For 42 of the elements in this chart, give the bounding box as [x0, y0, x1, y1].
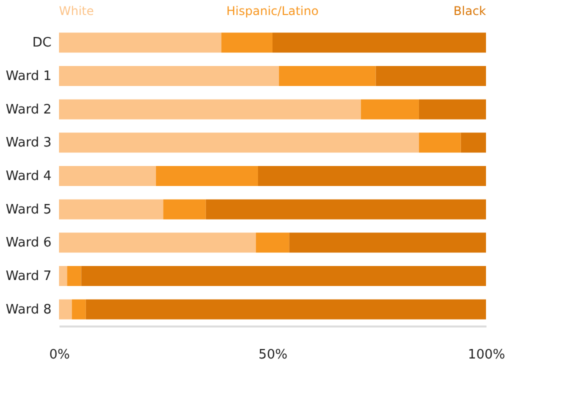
bar: [376, 66, 486, 86]
bar: [460, 132, 486, 153]
bar: [59, 32, 222, 53]
bar: [59, 132, 419, 153]
y-tick-label: DC: [32, 36, 52, 51]
bar: [272, 32, 486, 53]
y-tick-label: Ward 3: [6, 136, 52, 151]
bar: [163, 199, 206, 220]
bar: [72, 299, 86, 320]
bar: [206, 199, 486, 220]
x-tick-label: 100%: [468, 348, 506, 362]
y-tick-label: Ward 1: [6, 69, 52, 84]
bar: [59, 232, 256, 253]
y-tick-label: Ward 8: [6, 302, 52, 318]
bar: [258, 166, 486, 186]
bar: [59, 99, 361, 120]
bar: [418, 99, 486, 120]
y-tick-label: Ward 6: [6, 236, 52, 251]
y-tick-label: Ward 5: [6, 202, 52, 218]
bar: [59, 199, 164, 220]
series-label: White: [59, 4, 94, 18]
bar: [81, 266, 486, 286]
bar: [59, 166, 156, 186]
bar: [418, 132, 461, 153]
bar: [59, 299, 72, 320]
series-label: Black: [454, 4, 486, 18]
x-tick-label: 0%: [49, 348, 70, 362]
bar: [278, 66, 376, 86]
bar: [59, 66, 279, 86]
bar: [221, 32, 272, 53]
bar: [67, 266, 82, 286]
bar: [360, 99, 419, 120]
y-tick-label: Ward 7: [6, 269, 52, 284]
bar: [59, 266, 68, 286]
y-tick-label: Ward 2: [6, 102, 52, 118]
series-label: Hispanic/Latino: [226, 4, 319, 18]
bar: [86, 299, 486, 320]
bar: [156, 166, 258, 186]
bar: [289, 232, 486, 253]
y-tick-label: Ward 4: [6, 169, 52, 184]
bar: [256, 232, 290, 253]
x-tick-label: 50%: [258, 348, 288, 362]
